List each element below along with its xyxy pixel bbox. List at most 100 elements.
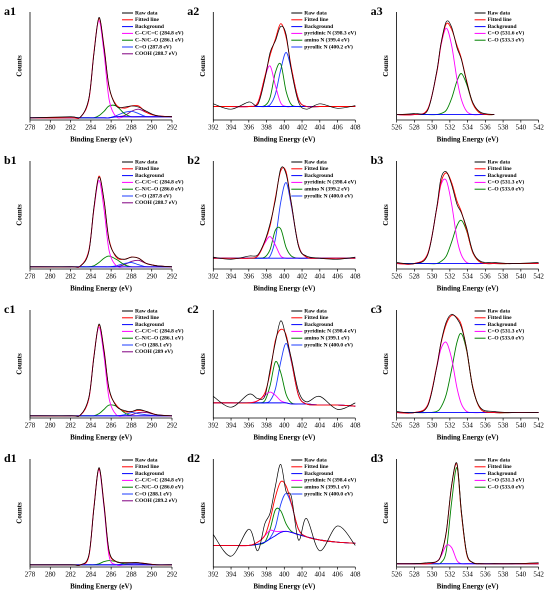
legend-label: COOH (289 eV): [135, 348, 173, 355]
legend-label: Background: [488, 24, 517, 30]
x-tick-label: 288: [126, 124, 137, 132]
data-line: [29, 323, 173, 417]
x-tick-label: 394: [226, 273, 237, 281]
legend-label: Raw data: [304, 457, 327, 463]
x-tick-label: 538: [498, 273, 509, 281]
x-tick-label: 536: [480, 422, 491, 430]
x-tick-label: 404: [315, 124, 326, 132]
legend-label: C–C/C=C (284.8 eV): [135, 30, 184, 37]
legend-label: pyrollic N (400.0 eV): [304, 341, 353, 348]
x-tick-label: 406: [332, 422, 343, 430]
x-tick-label: 282: [65, 422, 76, 430]
x-axis-title: Binding Energy (eV): [437, 285, 500, 293]
legend-label: Fitted line: [304, 166, 329, 172]
panel-label: d3: [371, 451, 384, 465]
x-tick-label: 526: [391, 124, 402, 132]
x-tick-label: 292: [167, 422, 178, 430]
x-tick-label: 536: [480, 124, 491, 132]
legend-label: Raw data: [135, 457, 158, 463]
data-line: [213, 361, 356, 407]
data-line: [396, 219, 539, 265]
legend-label: Background: [135, 471, 164, 477]
y-axis-title: Counts: [382, 353, 390, 375]
legend-label: C=O (531.6 eV): [488, 30, 525, 37]
x-axis-title: Binding Energy (eV): [253, 285, 316, 293]
legend-label: Fitted line: [488, 464, 513, 470]
legend-label: pyridinic N (398.3 eV): [304, 30, 356, 37]
x-tick-label: 408: [350, 273, 361, 281]
x-tick-label: 532: [445, 273, 456, 281]
x-tick-label: 282: [65, 273, 76, 281]
x-tick-label: 536: [480, 273, 491, 281]
x-tick-label: 398: [261, 422, 272, 430]
x-tick-label: 538: [498, 571, 509, 579]
legend-label: Raw data: [135, 10, 158, 16]
x-tick-label: 528: [409, 571, 420, 579]
legend-label: pyridinic N (398.4 eV): [304, 328, 356, 335]
x-tick-label: 402: [297, 422, 308, 430]
x-tick-label: 526: [391, 571, 402, 579]
legend-label: pyrollic N (400.0 eV): [304, 192, 353, 199]
panel-label: a1: [4, 4, 16, 18]
x-axis-title: Binding Energy (eV): [70, 136, 133, 144]
x-tick-label: 528: [409, 124, 420, 132]
x-axis-title: Binding Energy (eV): [70, 583, 133, 591]
y-axis-title: Counts: [16, 204, 24, 226]
legend-label: C–O (533.3 eV): [488, 36, 524, 43]
data-line: [213, 65, 356, 108]
legend-label: COOH (288.7 eV): [135, 50, 177, 57]
x-axis-title: Binding Energy (eV): [253, 434, 316, 442]
x-tick-label: 542: [533, 571, 544, 579]
x-tick-label: 534: [462, 422, 473, 430]
x-tick-label: 398: [261, 571, 272, 579]
panel-label: c1: [4, 302, 15, 316]
data-line: [29, 404, 172, 417]
legend-label: amino N (399.1 eV): [304, 334, 349, 341]
legend-label: C=O (531.3 eV): [488, 179, 525, 186]
legend-label: COOH (288.7 eV): [135, 199, 177, 206]
x-tick-label: 278: [25, 124, 36, 132]
legend-label: Fitted line: [135, 464, 160, 470]
legend-label: Fitted line: [304, 17, 329, 23]
legend-label: C–N/C–O (286.0 eV): [135, 185, 184, 192]
legend-label: C–O (533.0 eV): [488, 334, 524, 341]
x-tick-label: 396: [244, 422, 255, 430]
legend-label: C=O (531.3 eV): [488, 477, 525, 484]
x-tick-label: 538: [498, 124, 509, 132]
data-line: [213, 343, 356, 407]
legend-label: Background: [488, 471, 517, 477]
legend-label: Raw data: [304, 10, 327, 16]
data-line: [213, 464, 356, 557]
data-line: [213, 167, 356, 259]
data-line: [213, 530, 356, 546]
y-axis-title: Counts: [199, 502, 207, 524]
legend-label: Background: [135, 24, 164, 30]
x-tick-label: 286: [106, 571, 117, 579]
x-tick-label: 282: [65, 124, 76, 132]
x-tick-label: 290: [146, 571, 157, 579]
x-tick-label: 404: [315, 571, 326, 579]
legend-label: C–C/C=C (284.8 eV): [135, 328, 184, 335]
legend-label: C–C/C=C (284.8 eV): [135, 179, 184, 186]
x-tick-label: 280: [45, 273, 56, 281]
x-tick-label: 406: [332, 273, 343, 281]
x-tick-label: 532: [445, 124, 456, 132]
x-tick-label: 278: [25, 422, 36, 430]
x-tick-label: 534: [462, 124, 473, 132]
legend-label: amino N (399.1 eV): [304, 483, 349, 490]
legend-label: Background: [488, 173, 517, 179]
legend-label: Fitted line: [304, 315, 329, 321]
panel-label: a2: [187, 4, 199, 18]
x-tick-label: 400: [279, 273, 290, 281]
x-tick-label: 278: [25, 273, 36, 281]
x-tick-label: 538: [498, 422, 509, 430]
data-line: [396, 313, 539, 414]
legend-label: Background: [488, 322, 517, 328]
data-line: [213, 480, 356, 547]
x-tick-label: 408: [350, 124, 361, 132]
x-tick-label: 286: [106, 422, 117, 430]
y-axis-title: Counts: [16, 353, 24, 375]
x-tick-label: 392: [208, 571, 219, 579]
panel-label: b3: [371, 153, 384, 167]
x-tick-label: 540: [516, 422, 527, 430]
